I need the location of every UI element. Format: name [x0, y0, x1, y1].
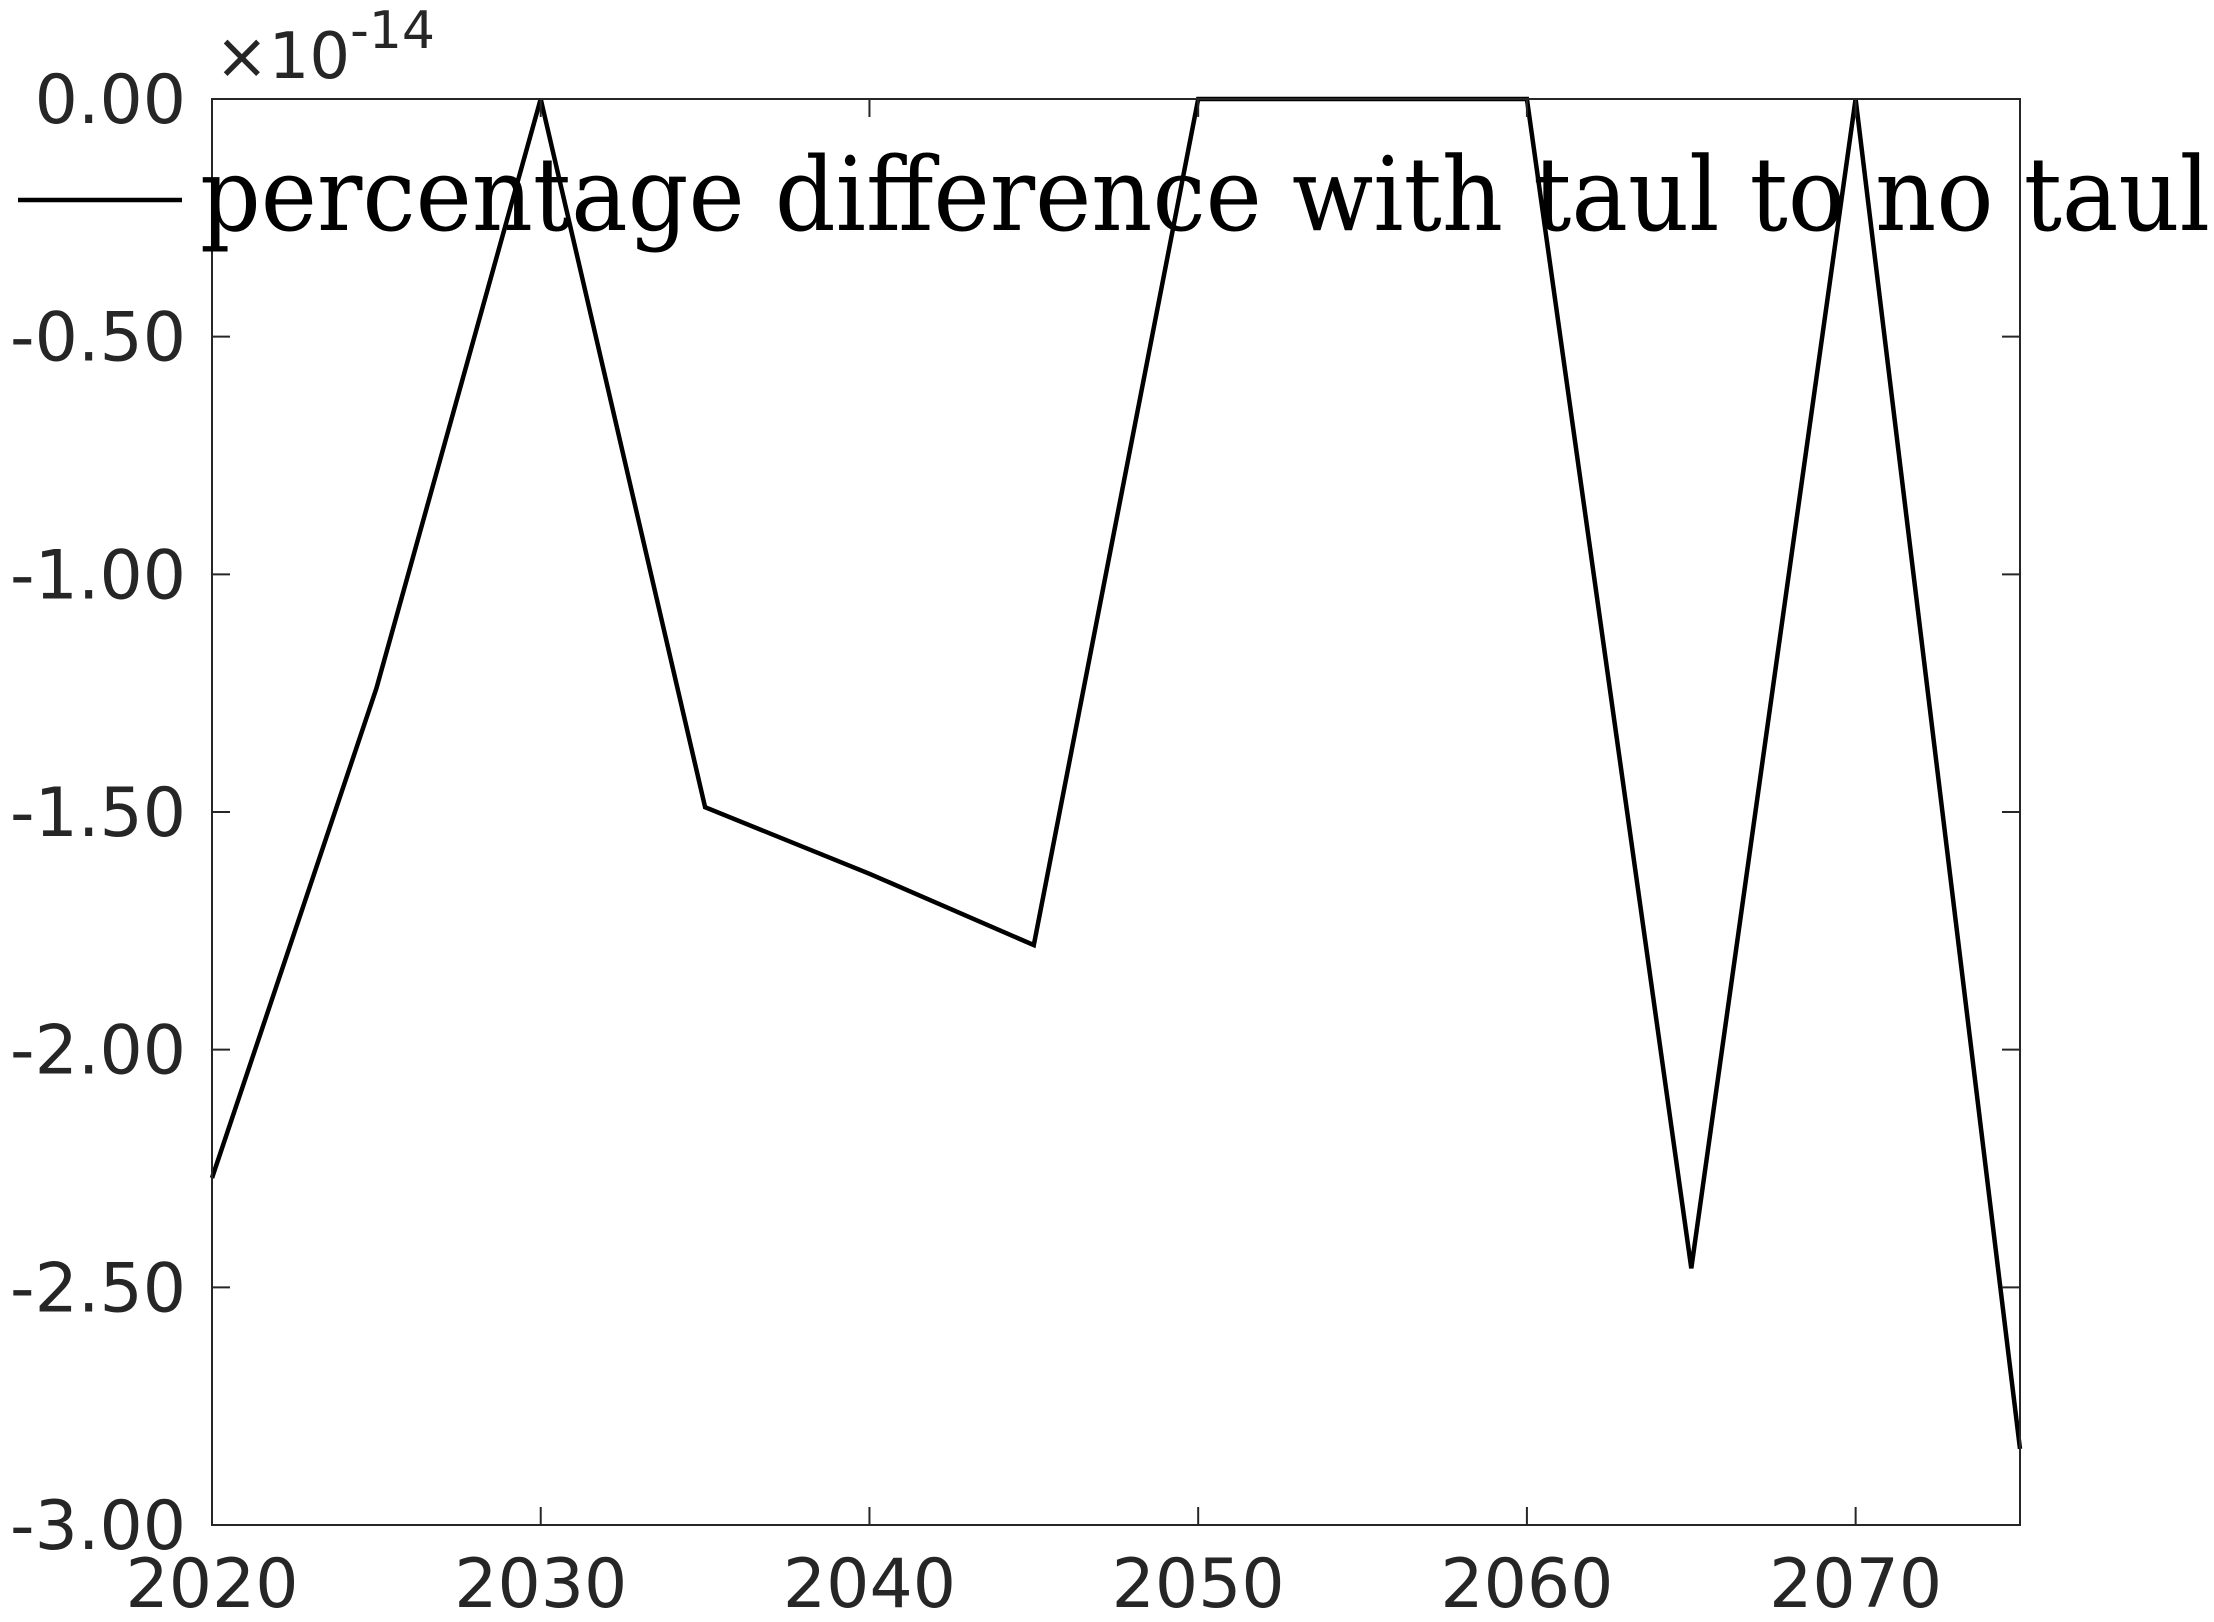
- y-tick-label: -1.00: [10, 536, 186, 615]
- x-tick-label: 2070: [1769, 1545, 1942, 1622]
- legend: percentage difference with taul to no ta…: [18, 136, 2210, 255]
- plot-area: [212, 99, 2020, 1525]
- x-tick-label: 2020: [125, 1545, 298, 1622]
- exponent-power: -14: [350, 1, 435, 61]
- plot-background: [212, 99, 2020, 1525]
- series-group: [209, 96, 2023, 1450]
- y-tick-label: -1.50: [10, 774, 186, 853]
- y-tick-label: 0.00: [35, 61, 186, 140]
- y-tick-label: -2.00: [10, 1012, 186, 1091]
- series-line-0: [209, 96, 2023, 1450]
- y-tick-label: -2.50: [10, 1249, 186, 1328]
- x-tick-label: 2040: [783, 1545, 956, 1622]
- y-tick-label: -0.50: [10, 299, 186, 378]
- x-tick-label: 2060: [1440, 1545, 1613, 1622]
- y-exponent-label: ×10-14: [215, 1, 435, 94]
- y-tick-label: -3.00: [10, 1487, 186, 1566]
- legend-label: percentage difference with taul to no ta…: [200, 136, 2210, 255]
- x-tick-label: 2030: [454, 1545, 627, 1622]
- x-tick-label: 2050: [1112, 1545, 1285, 1622]
- axes-group: 2020 2030 2040 2050 2060 2070 0.00 -0.50 -1.00 -1…: [10, 1, 2021, 1622]
- exponent-base: ×10: [215, 20, 350, 94]
